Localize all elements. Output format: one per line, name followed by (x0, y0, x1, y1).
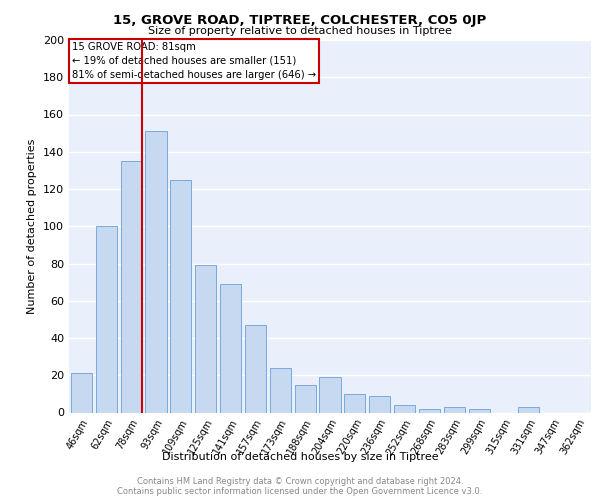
Bar (444, 407, 465, 412)
Bar (96, 226, 117, 412)
Text: Contains HM Land Registry data © Crown copyright and database right 2024.: Contains HM Land Registry data © Crown c… (137, 476, 463, 486)
Bar (419, 409, 440, 412)
Bar (469, 409, 490, 412)
Bar (71, 374, 92, 412)
Bar (195, 266, 216, 412)
Bar (170, 180, 191, 412)
Bar (270, 368, 291, 412)
Bar (319, 377, 341, 412)
Text: Distribution of detached houses by size in Tiptree: Distribution of detached houses by size … (161, 452, 439, 462)
Bar (245, 325, 266, 412)
Text: 15, GROVE ROAD, TIPTREE, COLCHESTER, CO5 0JP: 15, GROVE ROAD, TIPTREE, COLCHESTER, CO5… (113, 14, 487, 27)
Bar (344, 394, 365, 412)
Y-axis label: Number of detached properties: Number of detached properties (28, 138, 37, 314)
Bar (145, 132, 167, 412)
Bar (295, 384, 316, 412)
Bar (220, 284, 241, 412)
Text: 15 GROVE ROAD: 81sqm
← 19% of detached houses are smaller (151)
81% of semi-deta: 15 GROVE ROAD: 81sqm ← 19% of detached h… (71, 42, 316, 80)
Bar (121, 161, 142, 412)
Bar (394, 405, 415, 412)
Bar (369, 396, 390, 412)
Text: Size of property relative to detached houses in Tiptree: Size of property relative to detached ho… (148, 26, 452, 36)
Text: Contains public sector information licensed under the Open Government Licence v3: Contains public sector information licen… (118, 486, 482, 496)
Bar (518, 407, 539, 412)
